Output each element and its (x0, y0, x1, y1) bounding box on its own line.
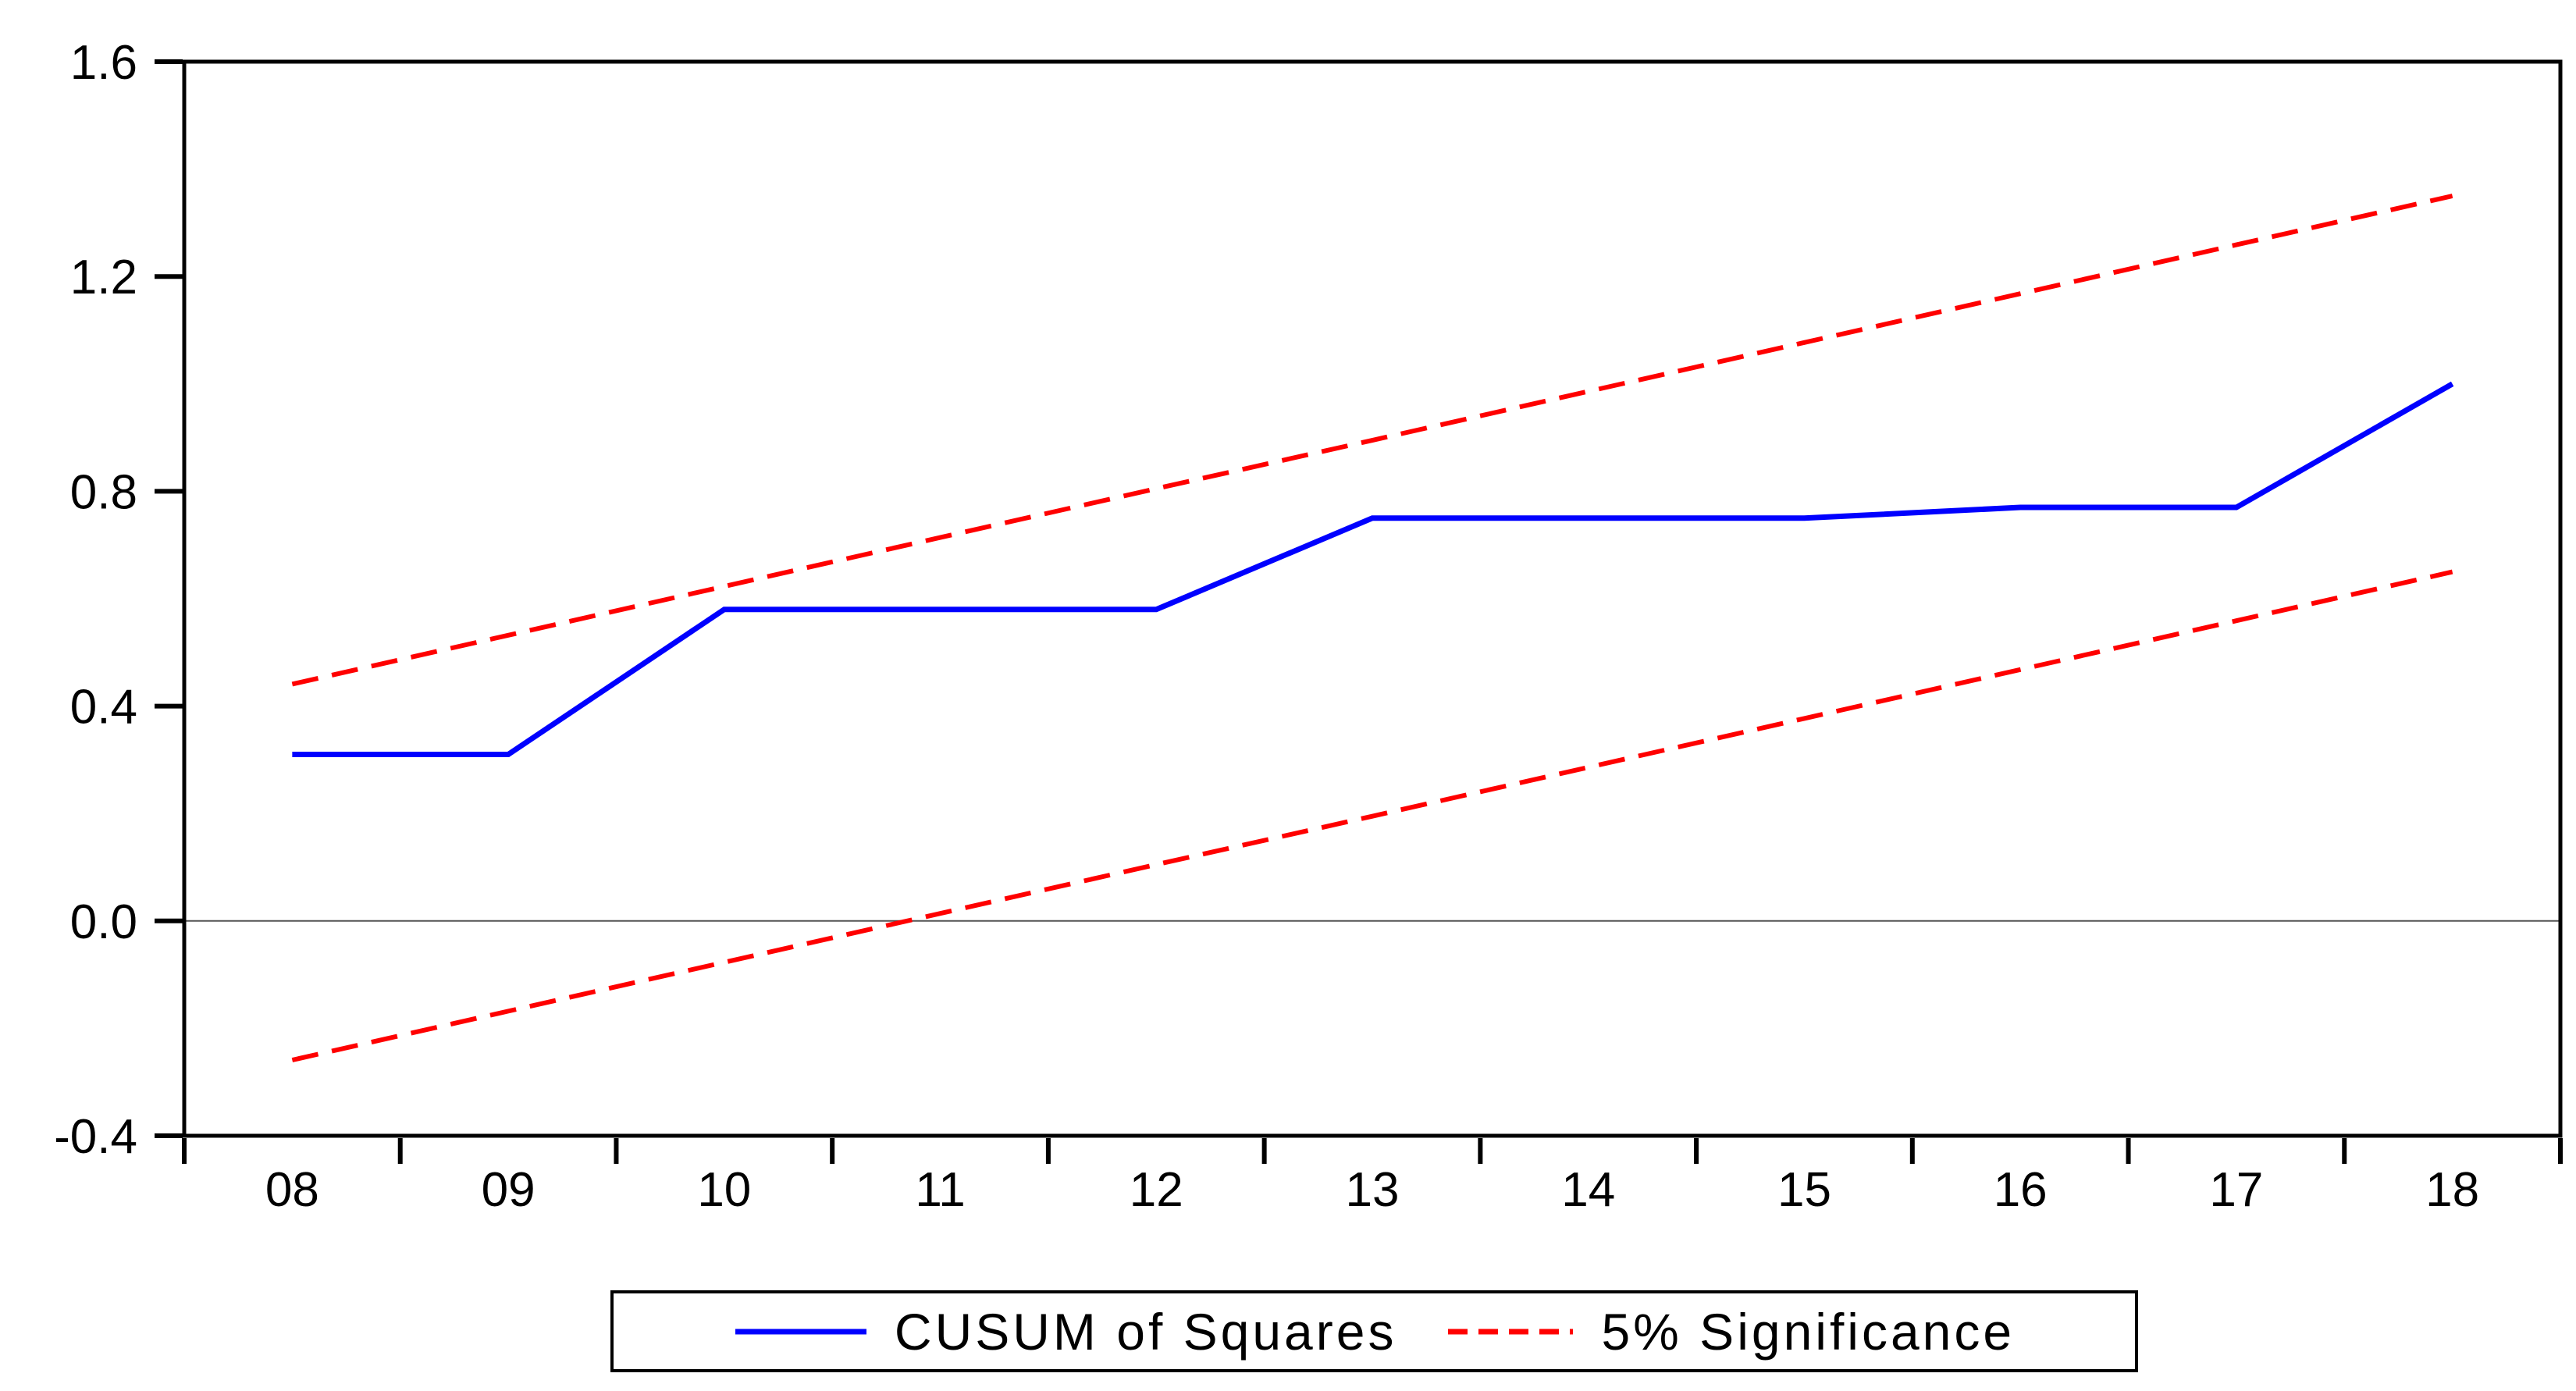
y-tick-label: 1.6 (70, 36, 137, 90)
legend: CUSUM of Squares 5% Significance (610, 1290, 2138, 1372)
x-tick-label: 15 (1777, 1163, 1831, 1217)
x-tick-label: 08 (265, 1163, 319, 1217)
y-axis: 1.6 1.2 0.8 0.4 0.0 -0.4 (54, 36, 183, 1164)
x-tick-label: 10 (697, 1163, 751, 1217)
y-tick-label: 0.8 (70, 465, 137, 519)
x-axis: 08 09 10 11 12 13 14 15 16 17 18 (182, 1138, 2563, 1217)
legend-label-significance: 5% Significance (1601, 1302, 2016, 1361)
series-line-0 (292, 381, 2454, 758)
legend-item-significance: 5% Significance (1446, 1306, 2015, 1357)
x-tick-label: 17 (2209, 1163, 2263, 1217)
significance-line-swatch (1448, 1329, 1574, 1334)
x-tick-label: 16 (1994, 1163, 2048, 1217)
x-tick-label: 18 (2425, 1163, 2479, 1217)
x-tick-label: 09 (482, 1163, 535, 1217)
y-tick-label: -0.4 (54, 1110, 137, 1164)
x-tick-label: 13 (1346, 1163, 1400, 1217)
series-line-2 (291, 569, 2453, 1062)
x-tick-label: 14 (1561, 1163, 1615, 1217)
series-line-1 (291, 194, 2453, 687)
legend-label-cusum: CUSUM of Squares (894, 1302, 1397, 1361)
y-tick-label: 0.0 (70, 895, 137, 949)
x-tick-label: 12 (1130, 1163, 1183, 1217)
y-tick-label: 1.2 (70, 251, 137, 304)
x-tick-label: 11 (915, 1163, 965, 1217)
legend-item-cusum: CUSUM of Squares (734, 1306, 1397, 1357)
plot-border (182, 59, 2563, 1138)
cusum-line-swatch (735, 1329, 866, 1334)
y-tick-label: 0.4 (70, 681, 137, 735)
